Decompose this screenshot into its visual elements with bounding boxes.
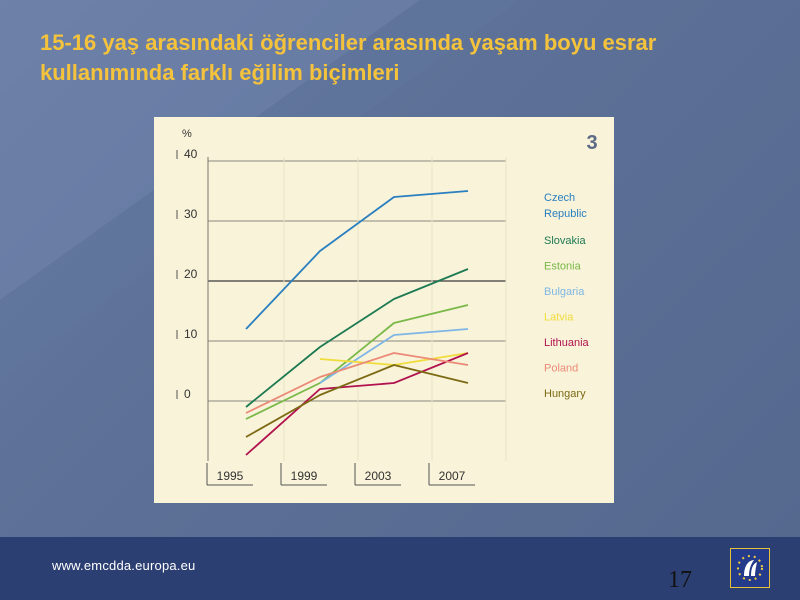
series-line-latvia — [319, 352, 469, 366]
series-line-czech-republic — [245, 190, 469, 330]
x-tick-label-2007: 2007 — [439, 469, 466, 483]
series-line-hungary — [245, 364, 469, 438]
x-tick-label-2003: 2003 — [365, 469, 392, 483]
series-line-bulgaria — [319, 328, 469, 384]
legend-label-hungary: Hungary — [544, 388, 586, 400]
x-tick-label-1995: 1995 — [217, 469, 244, 483]
line-chart: 01020304050%19951999200320073CzechRepubl… — [176, 87, 598, 486]
series-line-lithuania — [245, 352, 469, 456]
y-tick-label-20: 20 — [184, 267, 198, 281]
chart-panel: 01020304050%19951999200320073CzechRepubl… — [154, 87, 614, 503]
legend-label-bulgaria: Bulgaria — [544, 286, 585, 298]
y-tick-label-10: 10 — [184, 327, 198, 341]
page-number: 17 — [668, 567, 692, 593]
series-line-poland — [245, 352, 469, 414]
footer-bar — [0, 537, 800, 600]
legend-label-lithuania: Lithuania — [544, 337, 590, 349]
footer-url-link[interactable]: www.emcdda.europa.eu — [52, 558, 196, 573]
y-tick-label-0: 0 — [184, 387, 191, 401]
legend-label-poland: Poland — [544, 363, 578, 375]
series-line-slovakia — [245, 268, 469, 408]
y-tick-label-30: 30 — [184, 207, 198, 221]
series-line-estonia — [245, 304, 469, 420]
legend-label-latvia: Latvia — [544, 312, 574, 324]
legend-label-czech-republic-line2: Republic — [544, 208, 587, 220]
legend-label-estonia: Estonia — [544, 261, 582, 273]
y-tick-label-40: 40 — [184, 147, 198, 161]
legend-label-slovakia: Slovakia — [544, 235, 586, 247]
y-axis-unit-label: % — [182, 128, 192, 140]
emcdda-logo-icon — [730, 548, 770, 588]
figure-number: 3 — [586, 132, 597, 154]
x-tick-label-1999: 1999 — [291, 469, 318, 483]
legend-label-czech-republic: Czech — [544, 192, 575, 204]
slide-title: 15-16 yaş arasındaki öğrenciler arasında… — [40, 30, 657, 85]
